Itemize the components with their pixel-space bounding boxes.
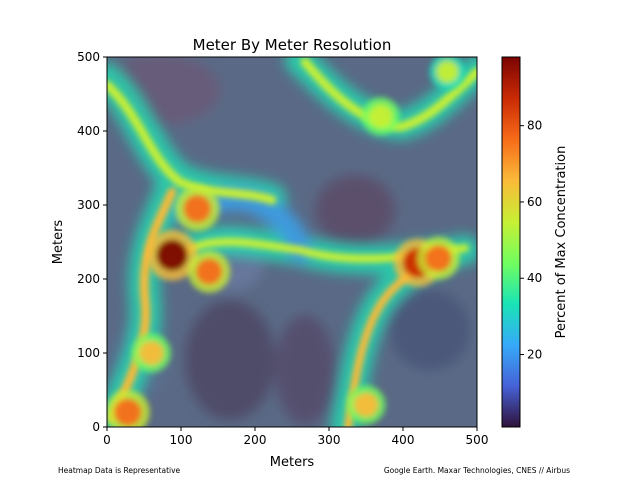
terrain-patch	[275, 315, 335, 425]
colorbar	[501, 56, 521, 428]
y-axis: 0 100 200 300 400 500	[77, 50, 107, 434]
colorbar-tick-label: 80	[527, 119, 542, 133]
footnote-left: Heatmap Data is Representative	[58, 466, 181, 475]
plot-frame	[106, 56, 478, 428]
colorbar-label: Percent of Max Concentration	[554, 146, 569, 339]
colorbar-tick-label: 40	[527, 271, 542, 285]
colorbar-axis: 20 40 60 80	[520, 119, 542, 362]
x-tick-label: 500	[466, 433, 489, 447]
hotspot	[436, 60, 459, 83]
y-tick-label: 500	[77, 50, 100, 64]
colorbar-tick-label: 60	[527, 195, 542, 209]
x-tick-label: 0	[103, 433, 111, 447]
y-tick-label: 200	[77, 272, 100, 286]
hotspot	[353, 392, 379, 417]
terrain-patch	[185, 300, 275, 420]
y-tick-label: 0	[92, 420, 100, 434]
hotspot	[425, 245, 452, 272]
plume-core	[300, 57, 477, 132]
y-tick-label: 100	[77, 346, 100, 360]
hotspot	[183, 194, 212, 223]
terrain-patch	[315, 175, 395, 245]
hotspot	[113, 398, 142, 427]
x-tick-label: 300	[318, 433, 341, 447]
colorbar-tick-label: 20	[527, 348, 542, 362]
x-tick-label: 100	[170, 433, 193, 447]
hotspot	[156, 239, 188, 272]
hotspot	[139, 340, 164, 366]
y-axis-label: Meters	[51, 220, 66, 265]
y-tick-label: 300	[77, 198, 100, 212]
chart-title: Meter By Meter Resolution	[193, 36, 392, 54]
plot-area	[107, 57, 477, 427]
x-axis: 0 100 200 300 400 500	[103, 427, 488, 447]
plume-core	[107, 187, 177, 423]
terrain-patch	[390, 290, 470, 370]
hotspot	[195, 258, 223, 285]
footnote-right: Google Earth. Maxar Technologies, CNES /…	[383, 466, 570, 475]
x-tick-label: 400	[392, 433, 415, 447]
hotspot-layer	[107, 57, 466, 427]
x-axis-label: Meters	[270, 455, 315, 470]
hotspot	[369, 104, 393, 128]
plume-core	[107, 80, 277, 205]
y-tick-label: 400	[77, 124, 100, 138]
x-tick-label: 200	[244, 433, 267, 447]
